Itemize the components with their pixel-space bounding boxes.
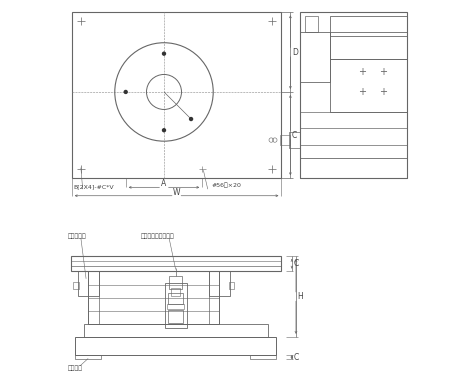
Bar [75, 355, 101, 359]
Text: C: C [293, 353, 299, 362]
Circle shape [189, 117, 193, 121]
Text: W: W [173, 187, 180, 196]
Text: H: H [298, 292, 303, 301]
Text: 防振ゴム: 防振ゴム [68, 366, 83, 371]
Bar [88, 271, 219, 324]
Text: +: + [380, 87, 388, 97]
Text: ストッパー: ストッパー [68, 234, 87, 239]
Bar [167, 304, 184, 309]
Bar [330, 16, 407, 36]
Text: +: + [358, 67, 366, 77]
Bar [289, 132, 300, 148]
Bar [78, 271, 99, 296]
Bar [300, 32, 330, 82]
Bar [75, 337, 276, 355]
Bar [229, 282, 234, 289]
Bar [305, 16, 318, 32]
Bar [84, 324, 268, 337]
Text: A: A [161, 179, 167, 188]
Text: +: + [358, 87, 366, 97]
Text: C: C [293, 259, 299, 268]
Bar [300, 12, 407, 178]
Bar [300, 158, 407, 178]
Text: D: D [292, 48, 298, 57]
Circle shape [162, 51, 166, 56]
Bar [279, 135, 290, 145]
Bar [168, 293, 183, 304]
Text: +: + [380, 67, 388, 77]
Circle shape [124, 90, 128, 94]
Bar [171, 288, 180, 296]
Text: C: C [292, 131, 297, 140]
Bar [71, 256, 281, 271]
Text: #56巷×20: #56巷×20 [212, 183, 241, 188]
Bar [209, 271, 230, 296]
Bar [165, 283, 187, 328]
Bar [168, 310, 183, 323]
Bar [72, 12, 281, 178]
Bar [330, 32, 407, 59]
Text: 自動レベルセンサー: 自動レベルセンサー [141, 234, 175, 239]
Bar [330, 59, 407, 112]
Circle shape [162, 128, 166, 132]
Bar [169, 276, 182, 289]
Text: B[2X4]-#C*V: B[2X4]-#C*V [73, 184, 114, 189]
Bar [250, 355, 276, 359]
Bar [73, 282, 79, 289]
